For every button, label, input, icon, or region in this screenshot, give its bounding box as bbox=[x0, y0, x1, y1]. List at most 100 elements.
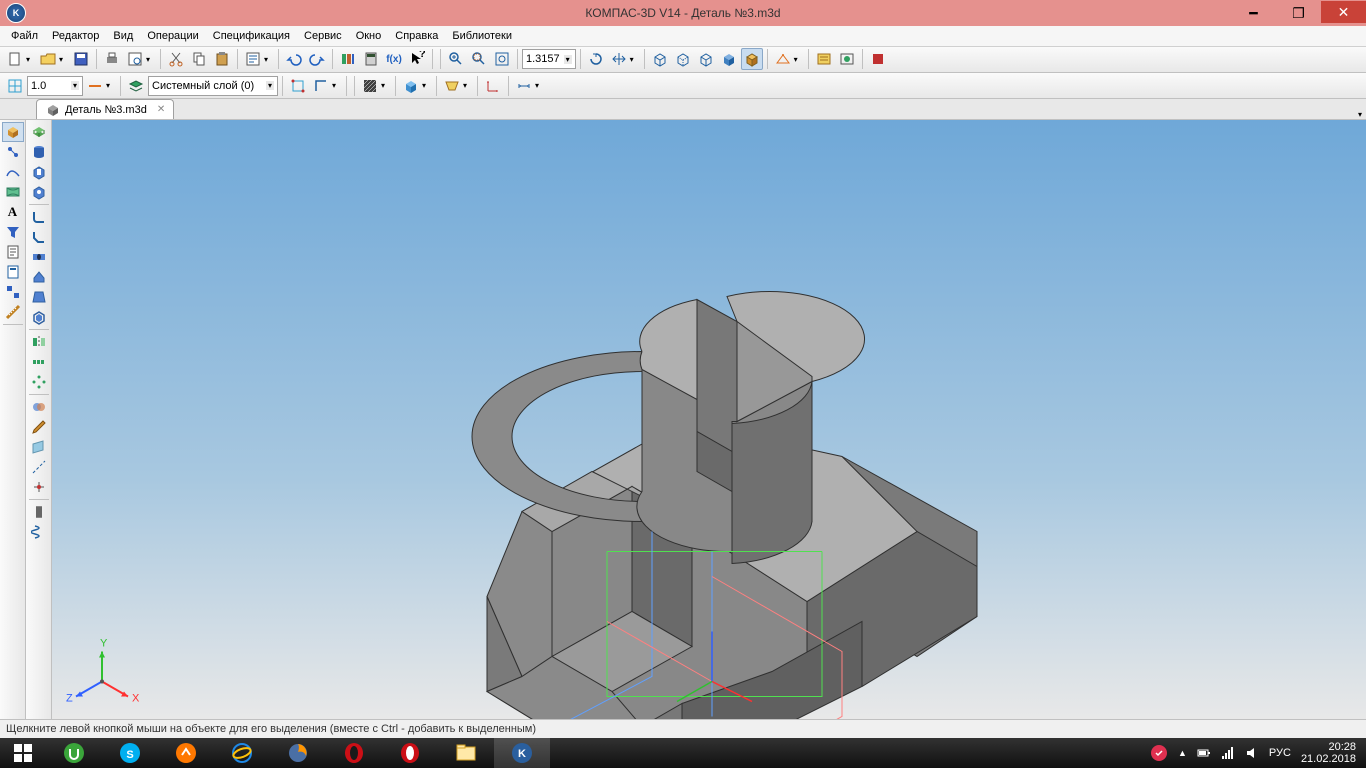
op-axis-button[interactable] bbox=[28, 457, 50, 477]
rotate-button[interactable] bbox=[585, 48, 607, 70]
shaded-edges-button[interactable] bbox=[741, 48, 763, 70]
ortho-button[interactable]: ▾ bbox=[310, 75, 342, 97]
minimize-button[interactable]: ━ bbox=[1231, 1, 1276, 25]
taskbar-app-kompas[interactable]: K bbox=[494, 738, 550, 768]
pan-button[interactable]: ▾ bbox=[608, 48, 640, 70]
properties-button[interactable]: ▾ bbox=[242, 48, 274, 70]
op-sketch-button[interactable] bbox=[28, 417, 50, 437]
rebuild-button[interactable] bbox=[836, 48, 858, 70]
op-thread-button[interactable] bbox=[28, 502, 50, 522]
op-boolean-button[interactable] bbox=[28, 397, 50, 417]
op-pattern-circular-button[interactable] bbox=[28, 372, 50, 392]
new-button[interactable]: ▾ bbox=[4, 48, 36, 70]
op-chamfer-button[interactable] bbox=[28, 227, 50, 247]
mode-curves-button[interactable] bbox=[2, 162, 24, 182]
tray-clock[interactable]: 20:28 21.02.2018 bbox=[1301, 741, 1356, 765]
op-mirror-button[interactable] bbox=[28, 332, 50, 352]
menu-window[interactable]: Окно bbox=[349, 28, 389, 44]
menu-view[interactable]: Вид bbox=[106, 28, 140, 44]
redo-button[interactable] bbox=[306, 48, 328, 70]
close-button[interactable]: ✕ bbox=[1321, 1, 1366, 23]
mode-surface-button[interactable] bbox=[2, 182, 24, 202]
layer-combo[interactable]: Системный слой (0)▾ bbox=[148, 76, 278, 96]
line-weight-combo[interactable]: 1.0▾ bbox=[27, 76, 83, 96]
tray-language[interactable]: РУС bbox=[1269, 747, 1291, 759]
hatch-button[interactable]: ▾ bbox=[359, 75, 391, 97]
tab-close-icon[interactable]: ✕ bbox=[157, 104, 165, 115]
mode-filter-button[interactable] bbox=[2, 222, 24, 242]
dimension-button[interactable]: ▾ bbox=[513, 75, 545, 97]
mode-text-button[interactable]: A bbox=[2, 202, 24, 222]
op-hole-button[interactable] bbox=[28, 247, 50, 267]
start-button[interactable] bbox=[0, 738, 46, 768]
open-button[interactable]: ▾ bbox=[37, 48, 69, 70]
op-rib-button[interactable] bbox=[28, 267, 50, 287]
tray-icon-notification[interactable] bbox=[1150, 744, 1168, 762]
taskbar-app-explorer[interactable] bbox=[438, 738, 494, 768]
op-extrude-button[interactable] bbox=[28, 122, 50, 142]
menu-help[interactable]: Справка bbox=[388, 28, 445, 44]
perspective-button[interactable]: ▾ bbox=[772, 48, 804, 70]
tray-volume-icon[interactable] bbox=[1245, 746, 1259, 760]
mode-spec-button[interactable] bbox=[2, 242, 24, 262]
op-fillet-button[interactable] bbox=[28, 207, 50, 227]
wireframe-button[interactable] bbox=[649, 48, 671, 70]
mode-sketch-button[interactable] bbox=[2, 142, 24, 162]
menu-file[interactable]: Файл bbox=[4, 28, 45, 44]
print-button[interactable] bbox=[101, 48, 123, 70]
library-button[interactable] bbox=[337, 48, 359, 70]
hidden-lines-button[interactable] bbox=[672, 48, 694, 70]
op-pattern-linear-button[interactable] bbox=[28, 352, 50, 372]
taskbar-app-ie[interactable] bbox=[214, 738, 270, 768]
op-cut-extrude-button[interactable] bbox=[28, 162, 50, 182]
zoom-in-button[interactable] bbox=[445, 48, 467, 70]
op-point-button[interactable] bbox=[28, 477, 50, 497]
layer-button[interactable] bbox=[125, 75, 147, 97]
paste-button[interactable] bbox=[211, 48, 233, 70]
op-revolve-button[interactable] bbox=[28, 142, 50, 162]
zoom-fit-button[interactable] bbox=[491, 48, 513, 70]
taskbar-app-utorrent[interactable] bbox=[46, 738, 102, 768]
undo-button[interactable] bbox=[283, 48, 305, 70]
snap-button[interactable] bbox=[287, 75, 309, 97]
stop-button[interactable] bbox=[867, 48, 889, 70]
mode-geometry-button[interactable] bbox=[2, 122, 24, 142]
zoom-combo[interactable]: 1.3157▾ bbox=[522, 49, 576, 69]
taskbar-app-opera2[interactable] bbox=[382, 738, 438, 768]
help-cursor-button[interactable]: ? bbox=[406, 48, 428, 70]
menu-specification[interactable]: Спецификация bbox=[206, 28, 297, 44]
line-style-button[interactable]: ▾ bbox=[84, 75, 116, 97]
variables-button[interactable]: f(x) bbox=[383, 48, 405, 70]
zoom-window-button[interactable] bbox=[468, 48, 490, 70]
taskbar-app-skype[interactable]: S bbox=[102, 738, 158, 768]
sketch-toggle-button[interactable] bbox=[4, 75, 26, 97]
section-button[interactable]: ▾ bbox=[441, 75, 473, 97]
op-helix-button[interactable] bbox=[28, 522, 50, 542]
op-cut-revolve-button[interactable] bbox=[28, 182, 50, 202]
material-button[interactable]: ▾ bbox=[400, 75, 432, 97]
save-button[interactable] bbox=[70, 48, 92, 70]
taskbar-app-opera[interactable] bbox=[326, 738, 382, 768]
no-hidden-button[interactable] bbox=[695, 48, 717, 70]
taskbar-app-firefox[interactable] bbox=[270, 738, 326, 768]
taskbar-app-avast[interactable] bbox=[158, 738, 214, 768]
calculator-button[interactable] bbox=[360, 48, 382, 70]
menu-libraries[interactable]: Библиотеки bbox=[445, 28, 519, 44]
maximize-button[interactable]: ❐ bbox=[1276, 1, 1321, 25]
tray-network-icon[interactable] bbox=[1221, 746, 1235, 760]
cut-button[interactable] bbox=[165, 48, 187, 70]
mode-measure-button[interactable] bbox=[2, 302, 24, 322]
menu-operations[interactable]: Операции bbox=[140, 28, 205, 44]
tray-show-hidden-icon[interactable]: ▲ bbox=[1178, 748, 1187, 758]
redraw-button[interactable] bbox=[813, 48, 835, 70]
print-preview-button[interactable]: ▾ bbox=[124, 48, 156, 70]
3d-viewport[interactable]: Y X Z bbox=[52, 120, 1366, 719]
document-tab[interactable]: Деталь №3.m3d ✕ bbox=[36, 99, 174, 119]
tab-overflow-button[interactable]: ▾ bbox=[1358, 110, 1362, 119]
op-shell-button[interactable] bbox=[28, 307, 50, 327]
menu-edit[interactable]: Редактор bbox=[45, 28, 106, 44]
mode-elements-button[interactable] bbox=[2, 282, 24, 302]
shaded-button[interactable] bbox=[718, 48, 740, 70]
tray-battery-icon[interactable] bbox=[1197, 746, 1211, 760]
mode-report-button[interactable] bbox=[2, 262, 24, 282]
